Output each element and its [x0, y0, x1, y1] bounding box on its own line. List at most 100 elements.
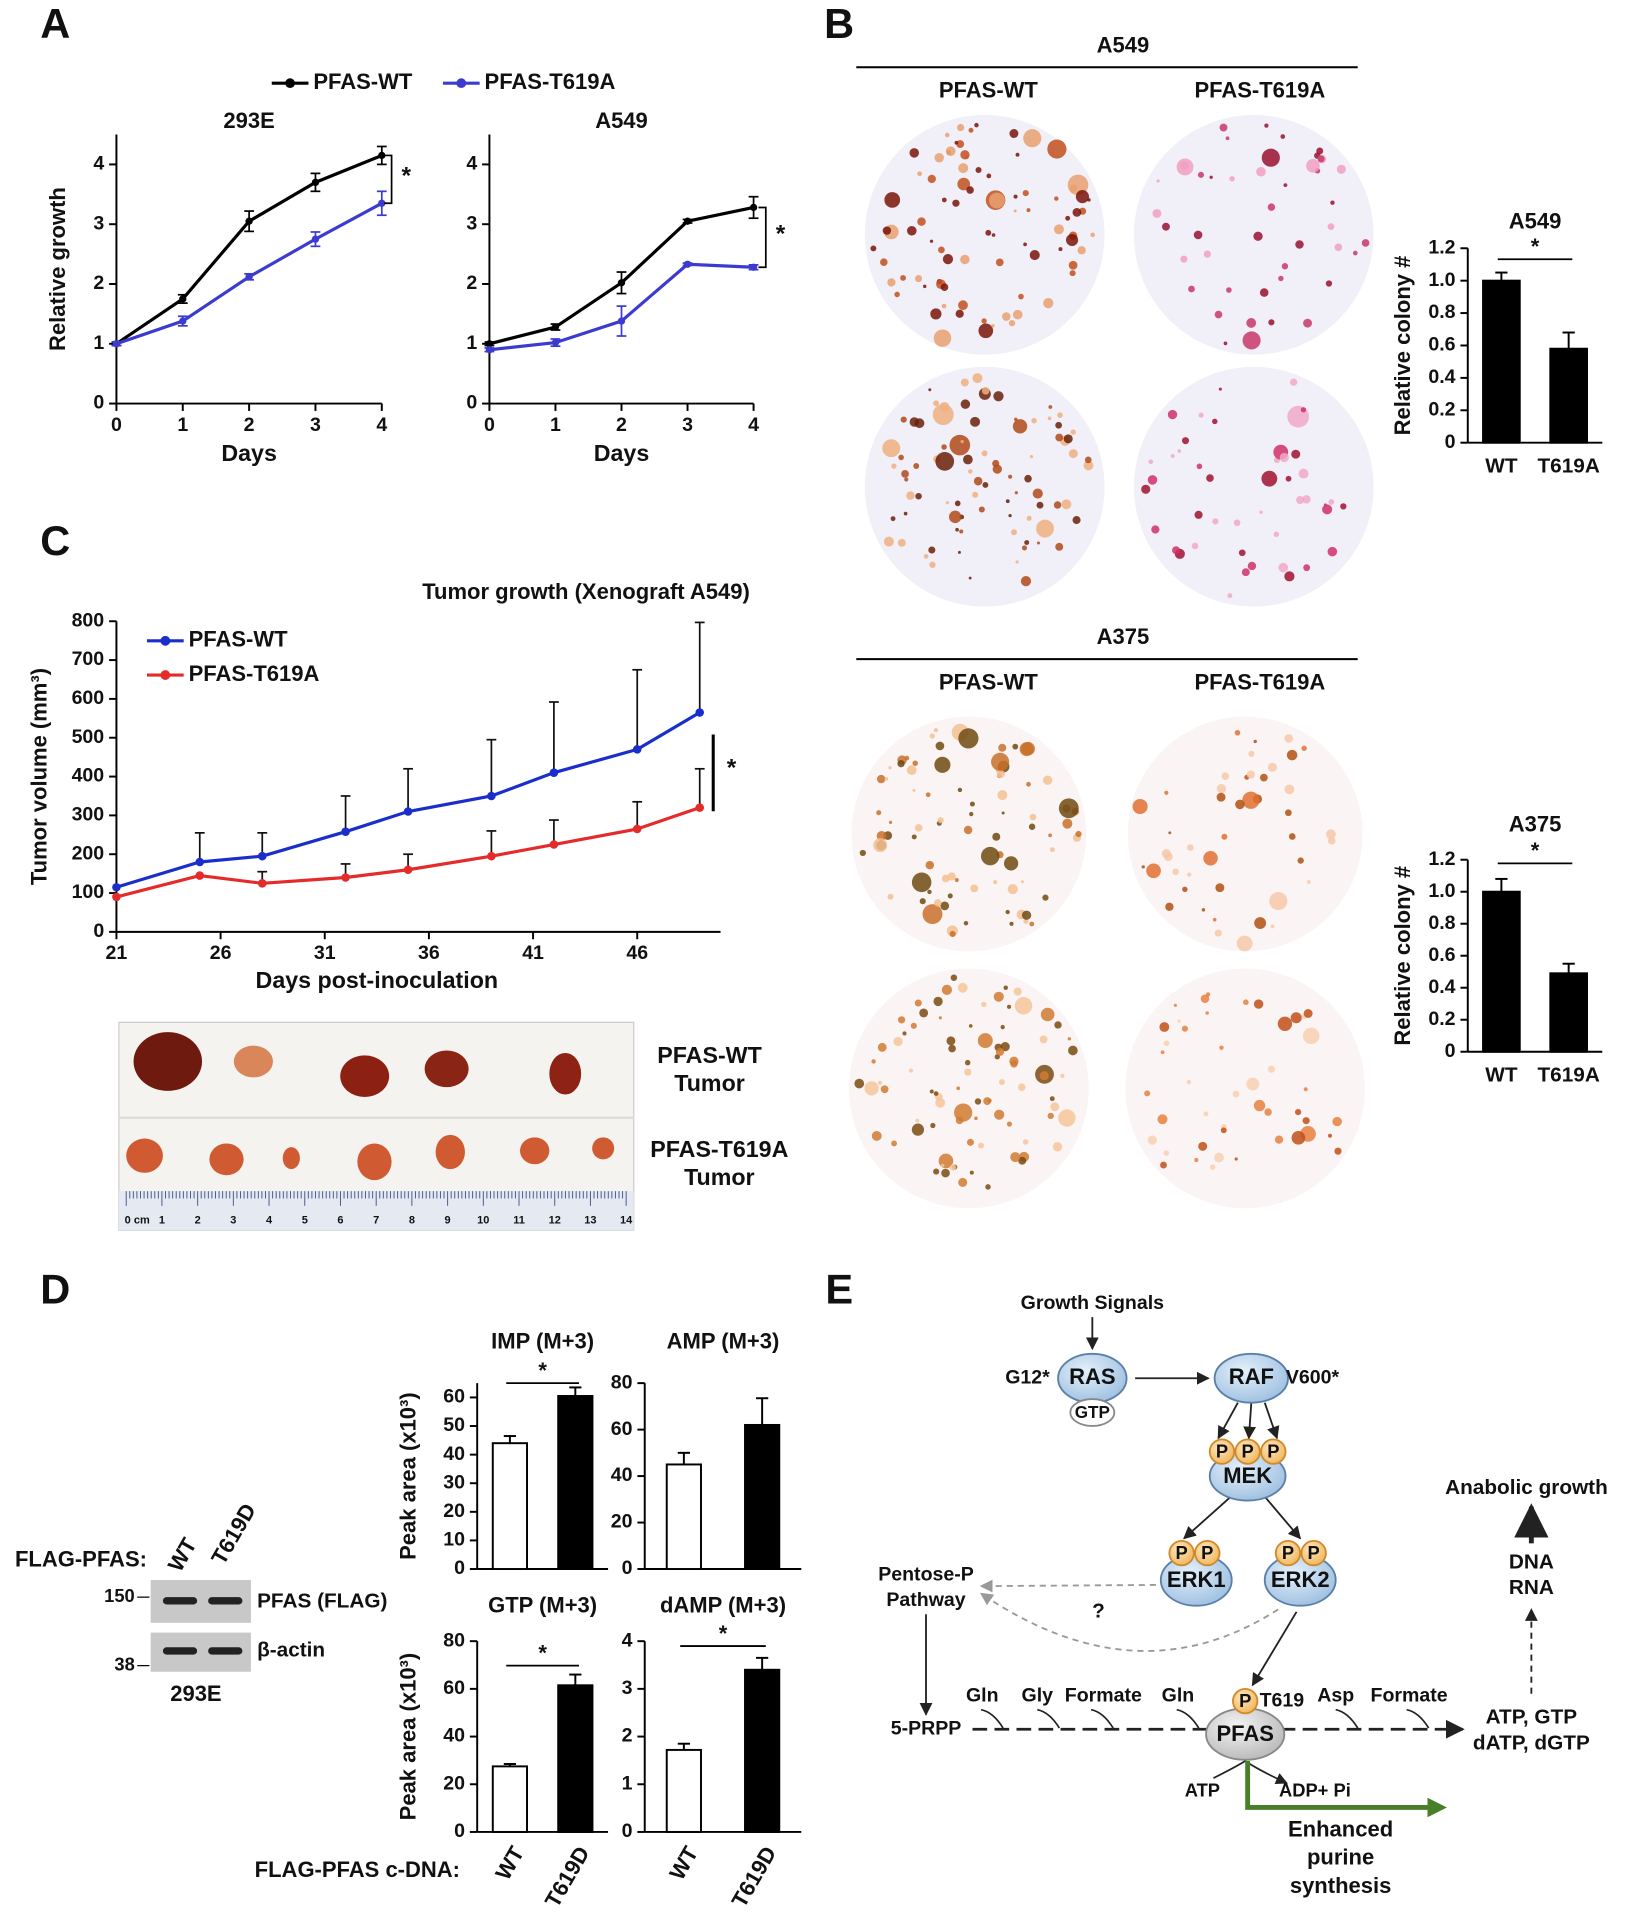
y-tick-label: 1.0: [1428, 880, 1455, 902]
colony: [1066, 233, 1079, 247]
colony: [887, 893, 894, 900]
colony: [1068, 449, 1078, 459]
colony: [914, 824, 923, 832]
colony: [1029, 455, 1034, 459]
bar: [1482, 279, 1521, 444]
x-tick-label: 4: [376, 414, 387, 436]
colony: [898, 454, 904, 461]
legend-label: PFAS-WT: [313, 69, 413, 94]
colony: [1055, 433, 1064, 442]
colony: [897, 1016, 906, 1024]
colony: [1334, 243, 1343, 252]
colony: [985, 1184, 991, 1190]
y-tick-label: 0: [93, 392, 104, 414]
bar: [557, 1684, 594, 1833]
colony: [982, 482, 989, 488]
colony: [1036, 519, 1054, 538]
colony: [970, 884, 979, 893]
colony: [998, 743, 1007, 752]
legend-marker: [285, 78, 295, 89]
colony: [1253, 231, 1263, 241]
colony: [960, 399, 971, 409]
substrate-hook: [980, 1708, 1004, 1729]
colony: [1054, 196, 1059, 201]
colony: [1209, 175, 1213, 179]
colony: [954, 140, 959, 145]
colony: [882, 439, 901, 458]
colony: [1267, 762, 1277, 772]
colony: [1295, 240, 1304, 249]
diagram-label: MEK: [1223, 1463, 1272, 1488]
colony: [958, 1177, 968, 1187]
panel-label: B: [824, 0, 854, 47]
colony: [902, 1031, 907, 1036]
tumor: [592, 1137, 615, 1160]
data-point: [683, 260, 692, 268]
arrow: [1263, 1402, 1280, 1440]
colony: [954, 500, 961, 507]
diagram-label: Gln: [966, 1684, 999, 1706]
bar: [1482, 890, 1521, 1053]
colony: [1203, 1111, 1209, 1117]
colony: [930, 1122, 936, 1129]
colony: [1283, 183, 1288, 188]
diagram-label: ERK1: [1167, 1567, 1226, 1592]
colony: [974, 122, 979, 128]
colony: [937, 817, 944, 824]
colony: [935, 1097, 946, 1108]
colony: [923, 284, 927, 289]
colony: [969, 801, 975, 807]
colony: [1156, 179, 1160, 183]
colony: [890, 516, 896, 522]
colony: [995, 1047, 1005, 1056]
bar: [744, 1668, 781, 1833]
colony: [1159, 1022, 1170, 1032]
x-tick-label: 26: [210, 942, 232, 964]
colony: [1198, 1141, 1208, 1151]
colony: [1008, 319, 1016, 327]
colony: [1013, 987, 1022, 996]
blot-band: [208, 1597, 243, 1605]
colony: [1325, 280, 1333, 287]
ruler-label: 6: [337, 1214, 343, 1226]
colony: [1186, 1079, 1192, 1085]
y-tick-label: 0: [454, 1557, 465, 1579]
colony: [1023, 918, 1029, 924]
band-label: β-actin: [257, 1638, 325, 1661]
diagram-label: Enhanced: [1288, 1817, 1393, 1842]
colony: [1191, 542, 1199, 550]
y-axis-label: Tumor volume (mm³): [26, 668, 51, 885]
colony: [1219, 1045, 1224, 1050]
colony: [927, 174, 936, 184]
error-bar: [403, 767, 413, 812]
colony: [1306, 880, 1311, 884]
colony: [1049, 847, 1055, 853]
colony: [904, 755, 910, 761]
colony: [1242, 791, 1260, 809]
colony: [1286, 749, 1298, 761]
colony: [1028, 823, 1036, 830]
diagram-label: ATP: [1185, 1779, 1220, 1800]
colony: [1026, 208, 1031, 213]
chart-title: A549: [595, 108, 648, 133]
diagram-label: PFAS: [1216, 1721, 1273, 1746]
ruler-label: 11: [513, 1214, 525, 1226]
y-tick-label: 0.8: [1428, 301, 1455, 323]
substrate-hook: [1176, 1708, 1200, 1729]
colony: [938, 246, 945, 254]
tumor: [549, 1052, 582, 1095]
colony: [1261, 470, 1278, 487]
colony: [1279, 452, 1289, 463]
colony: [1015, 560, 1019, 564]
data-point: [195, 857, 205, 867]
colony: [966, 186, 974, 194]
y-tick-label: 4: [466, 153, 477, 175]
colony: [1013, 209, 1017, 213]
bar: [491, 1442, 529, 1570]
data-point: [112, 882, 121, 892]
colony: [1326, 829, 1336, 840]
colony: [1216, 783, 1227, 794]
colony: [1261, 148, 1280, 167]
colony: [1017, 1083, 1026, 1092]
y-tick-label: 0: [454, 1820, 465, 1842]
